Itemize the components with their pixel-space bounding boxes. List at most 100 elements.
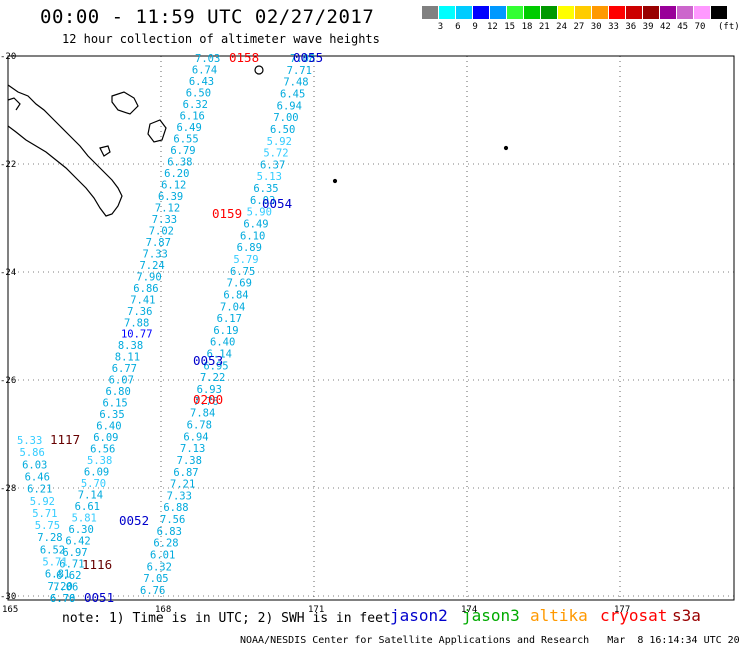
wave-height-value: 6.15 — [102, 398, 127, 410]
ouvea-island — [99, 145, 111, 157]
legend-label: 18 — [521, 22, 533, 32]
lon-tick-label: 165 — [2, 605, 18, 615]
wave-height-value: 7.08 — [290, 53, 315, 65]
wave-height-value: 7.05 — [143, 573, 168, 585]
wave-height-value: 6.89 — [237, 242, 262, 254]
wave-height-value: 6.07 — [109, 375, 134, 387]
wave-height-value: 7.02 — [149, 225, 174, 237]
lat-tick-label: -24 — [0, 268, 16, 278]
legend-swatch — [524, 6, 541, 19]
grid-lines — [8, 56, 734, 600]
pass-time-label: 1117 — [50, 432, 80, 447]
wave-height-value: 6.76 — [50, 593, 75, 605]
altimeter-pass-0052: 7.036.746.436.506.326.166.496.556.796.38… — [50, 53, 220, 605]
wave-height-value: 6.01 — [150, 550, 175, 562]
pass-time-label: 0158 — [229, 50, 259, 65]
wave-height-value: 6.84 — [223, 289, 248, 301]
lon-tick-label: 171 — [308, 605, 324, 615]
legend-label: 33 — [608, 22, 619, 32]
wave-height-value: 6.45 — [280, 88, 305, 100]
wave-height-value: 6.03 — [250, 195, 275, 207]
lat-tick-label: -22 — [0, 160, 16, 170]
wave-height-value: 7.33 — [152, 214, 177, 226]
wave-height-value: 6.70 — [50, 593, 75, 605]
wave-height-value: 6.46 — [25, 471, 50, 483]
pass-time-label: 0200 — [193, 392, 223, 407]
wave-height-value: 7.33 — [143, 248, 168, 260]
wave-height-value: 6.50 — [270, 124, 295, 136]
lon-tick-label: 177 — [614, 605, 630, 615]
wave-height-value: 7.13 — [180, 443, 205, 455]
wave-height-value: 6.74 — [192, 64, 217, 76]
lon-tick-label: 168 — [155, 605, 171, 615]
legend-swatch — [490, 6, 507, 19]
satellite-jason2: jason2 — [390, 606, 448, 625]
chart-subtitle: 12 hour collection of altimeter wave hei… — [62, 32, 380, 46]
wave-height-value: 7.56 — [160, 514, 185, 526]
wave-height-value: 7.88 — [124, 317, 149, 329]
wave-height-value: 6.79 — [170, 145, 195, 157]
footnote: note: 1) Time is in UTC; 2) SWH is in fe… — [62, 611, 391, 626]
wave-height-value: 6.35 — [99, 409, 124, 421]
wave-height-value: 6.80 — [106, 386, 131, 398]
satellite-altika: altika — [530, 606, 588, 625]
legend-label: 21 — [538, 22, 550, 32]
wave-height-value: 7.24 — [139, 260, 164, 272]
wave-height-value: 6.09 — [84, 467, 109, 479]
chart-title: 00:00 - 11:59 UTC 02/27/2017 — [40, 6, 375, 28]
wave-height-value: 6.78 — [187, 419, 212, 431]
small-island — [254, 65, 264, 75]
legend-swatch — [660, 6, 677, 19]
wave-height-value: 6.20 — [164, 168, 189, 180]
pass-time-label: 0053 — [193, 353, 223, 368]
wave-height-value: 7.71 — [287, 65, 312, 77]
wave-height-value: 6.40 — [96, 421, 121, 433]
legend-swatch — [711, 6, 728, 19]
legend-label: 27 — [573, 22, 585, 32]
legend-swatch — [473, 6, 490, 19]
wave-height-value: 6.55 — [173, 133, 198, 145]
wave-height-value: 6.42 — [65, 536, 90, 548]
wave-height-value: 6.09 — [93, 432, 118, 444]
legend-unit: (ft) — [718, 22, 740, 32]
lat-tick-label: -30 — [0, 592, 16, 602]
wave-height-value: 5.13 — [257, 171, 282, 183]
wave-height-value: 5.70 — [81, 478, 106, 490]
color-legend — [422, 6, 728, 19]
wave-height-value: 6.56 — [90, 444, 115, 456]
legend-label: 39 — [642, 22, 654, 32]
wave-height-value: 6.95 — [203, 360, 228, 372]
wave-height-value: 7.41 — [130, 294, 155, 306]
islet — [332, 178, 338, 184]
wave-height-value: 5.33 — [17, 435, 42, 447]
legend-label: 6 — [455, 22, 461, 32]
wave-height-value: 6.12 — [161, 179, 186, 191]
pass-time-label: 1116 — [82, 557, 112, 572]
legend-swatch — [677, 6, 694, 19]
wave-height-value: 7.00 — [273, 112, 298, 124]
altimeter-pass-0055: 7.087.717.486.456.947.006.505.925.726.37… — [140, 53, 315, 597]
wave-height-value: 6.19 — [213, 325, 238, 337]
axis-tick-labels: 165 168 171 174 177 -20 -22 -24 -26 -28 -30 — [0, 52, 630, 615]
wave-height-value: 6.93 — [197, 384, 222, 396]
wave-height-value: 6.35 — [253, 183, 278, 195]
wave-height-value: 6.71 — [59, 559, 84, 571]
wave-height-value: 7.76 — [193, 396, 218, 408]
coastline — [7, 65, 509, 217]
legend-swatch — [575, 6, 592, 19]
wave-height-value: 6.37 — [260, 159, 285, 171]
lat-tick-label: -28 — [0, 484, 16, 494]
satellite-cryosat: cryosat — [600, 606, 668, 625]
pass-time-label: 0051 — [84, 590, 114, 605]
wave-height-value: 6.32 — [147, 561, 172, 573]
legend-label: 45 — [677, 22, 689, 32]
altimeter-pass-1117: 5.335.866.036.466.215.925.715.757.286.52… — [17, 435, 75, 605]
wave-height-value: 6.88 — [163, 502, 188, 514]
legend-swatch — [456, 6, 473, 19]
pass-time-labels: 0158 0055 0159 0054 0053 0200 1117 0052 1116 0051 — [50, 50, 323, 605]
wave-height-value: 5.71 — [42, 557, 67, 569]
wave-height-value: 7.84 — [190, 408, 215, 420]
wave-height-value: 5.92 — [30, 496, 55, 508]
wave-height-value: 6.83 — [157, 526, 182, 538]
